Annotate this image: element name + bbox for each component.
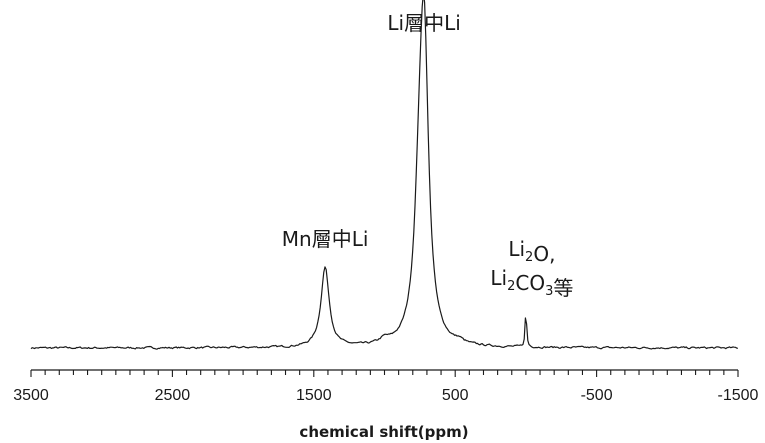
x-axis: 3500 2500 1500 500 -500 -1500 (13, 369, 759, 404)
x-tick-label: 2500 (155, 387, 191, 404)
peak-annotation-line: Li2CO3等 (490, 266, 573, 300)
peak-annotations: Li層中Li Mn層中Li Li2O,Li2CO3等 (282, 11, 574, 300)
x-tick-label: -1500 (718, 387, 759, 404)
peak-annotation: Li層中Li (387, 11, 460, 35)
spectrum-line (30, 0, 738, 350)
x-tick-label: 3500 (13, 387, 49, 404)
x-tick-label: 1500 (296, 387, 332, 404)
x-axis-title: chemical shift(ppm) (299, 423, 468, 441)
x-tick-label: -500 (581, 387, 613, 404)
peak-annotation-line: Li2O, (508, 237, 555, 266)
x-tick-label: 500 (442, 387, 469, 404)
peak-annotation: Mn層中Li (282, 227, 369, 251)
spectrum-series (30, 0, 738, 350)
